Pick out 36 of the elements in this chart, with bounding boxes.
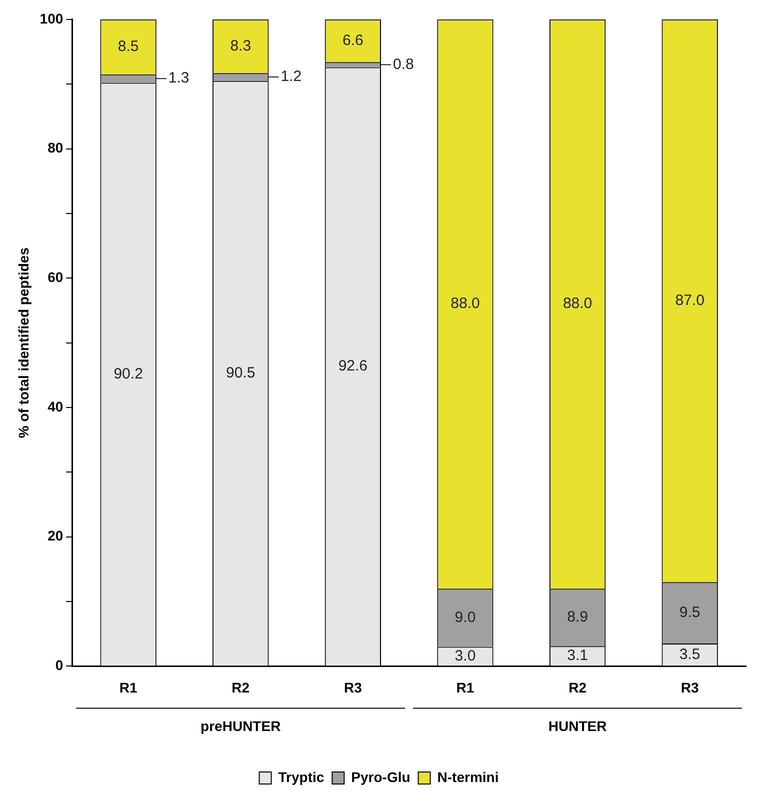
y-tick-label: 100 (40, 10, 64, 26)
data-label: 3.0 (454, 647, 476, 664)
x-tick-label: R3 (344, 679, 362, 696)
y-tick-label: 40 (48, 398, 64, 414)
data-label: 9.5 (679, 604, 700, 621)
y-axis-title: % of total identified peptides (15, 247, 32, 438)
y-tick-label: 60 (48, 268, 64, 285)
x-tick-label: R3 (680, 679, 700, 696)
data-label: 1.2 (280, 68, 302, 86)
data-label: 6.6 (342, 32, 364, 49)
data-label: 1.3 (168, 70, 190, 87)
data-label: 90.2 (114, 365, 143, 382)
x-tick-label: R2 (232, 679, 250, 696)
y-tick-label: 0 (55, 657, 64, 674)
data-label: 87.0 (675, 292, 704, 309)
y-tick-label: 20 (48, 528, 64, 544)
data-label: 88.0 (450, 295, 480, 312)
data-label: 8.5 (118, 38, 139, 56)
data-label: 0.8 (393, 56, 414, 73)
data-label: 8.3 (230, 37, 252, 54)
x-tick-label: R1 (456, 679, 474, 696)
data-label: 8.9 (567, 608, 588, 626)
data-label: 9.0 (454, 608, 476, 626)
data-label: 92.6 (338, 358, 368, 375)
legend-label: N-termini (437, 768, 499, 785)
legend-label: Pyro-Glu (351, 768, 410, 785)
text: HUNTER (548, 718, 607, 734)
x-tick-label: R2 (568, 679, 587, 696)
data-label: 3.5 (679, 646, 700, 663)
legend-label: Tryptic (278, 768, 324, 785)
data-label: 3.1 (567, 647, 588, 664)
x-tick-label: R1 (119, 679, 138, 696)
text: preHUNTER (200, 718, 281, 734)
data-label: 88.0 (562, 295, 592, 312)
data-label: 90.5 (226, 364, 256, 382)
y-tick-label: 80 (48, 140, 64, 156)
